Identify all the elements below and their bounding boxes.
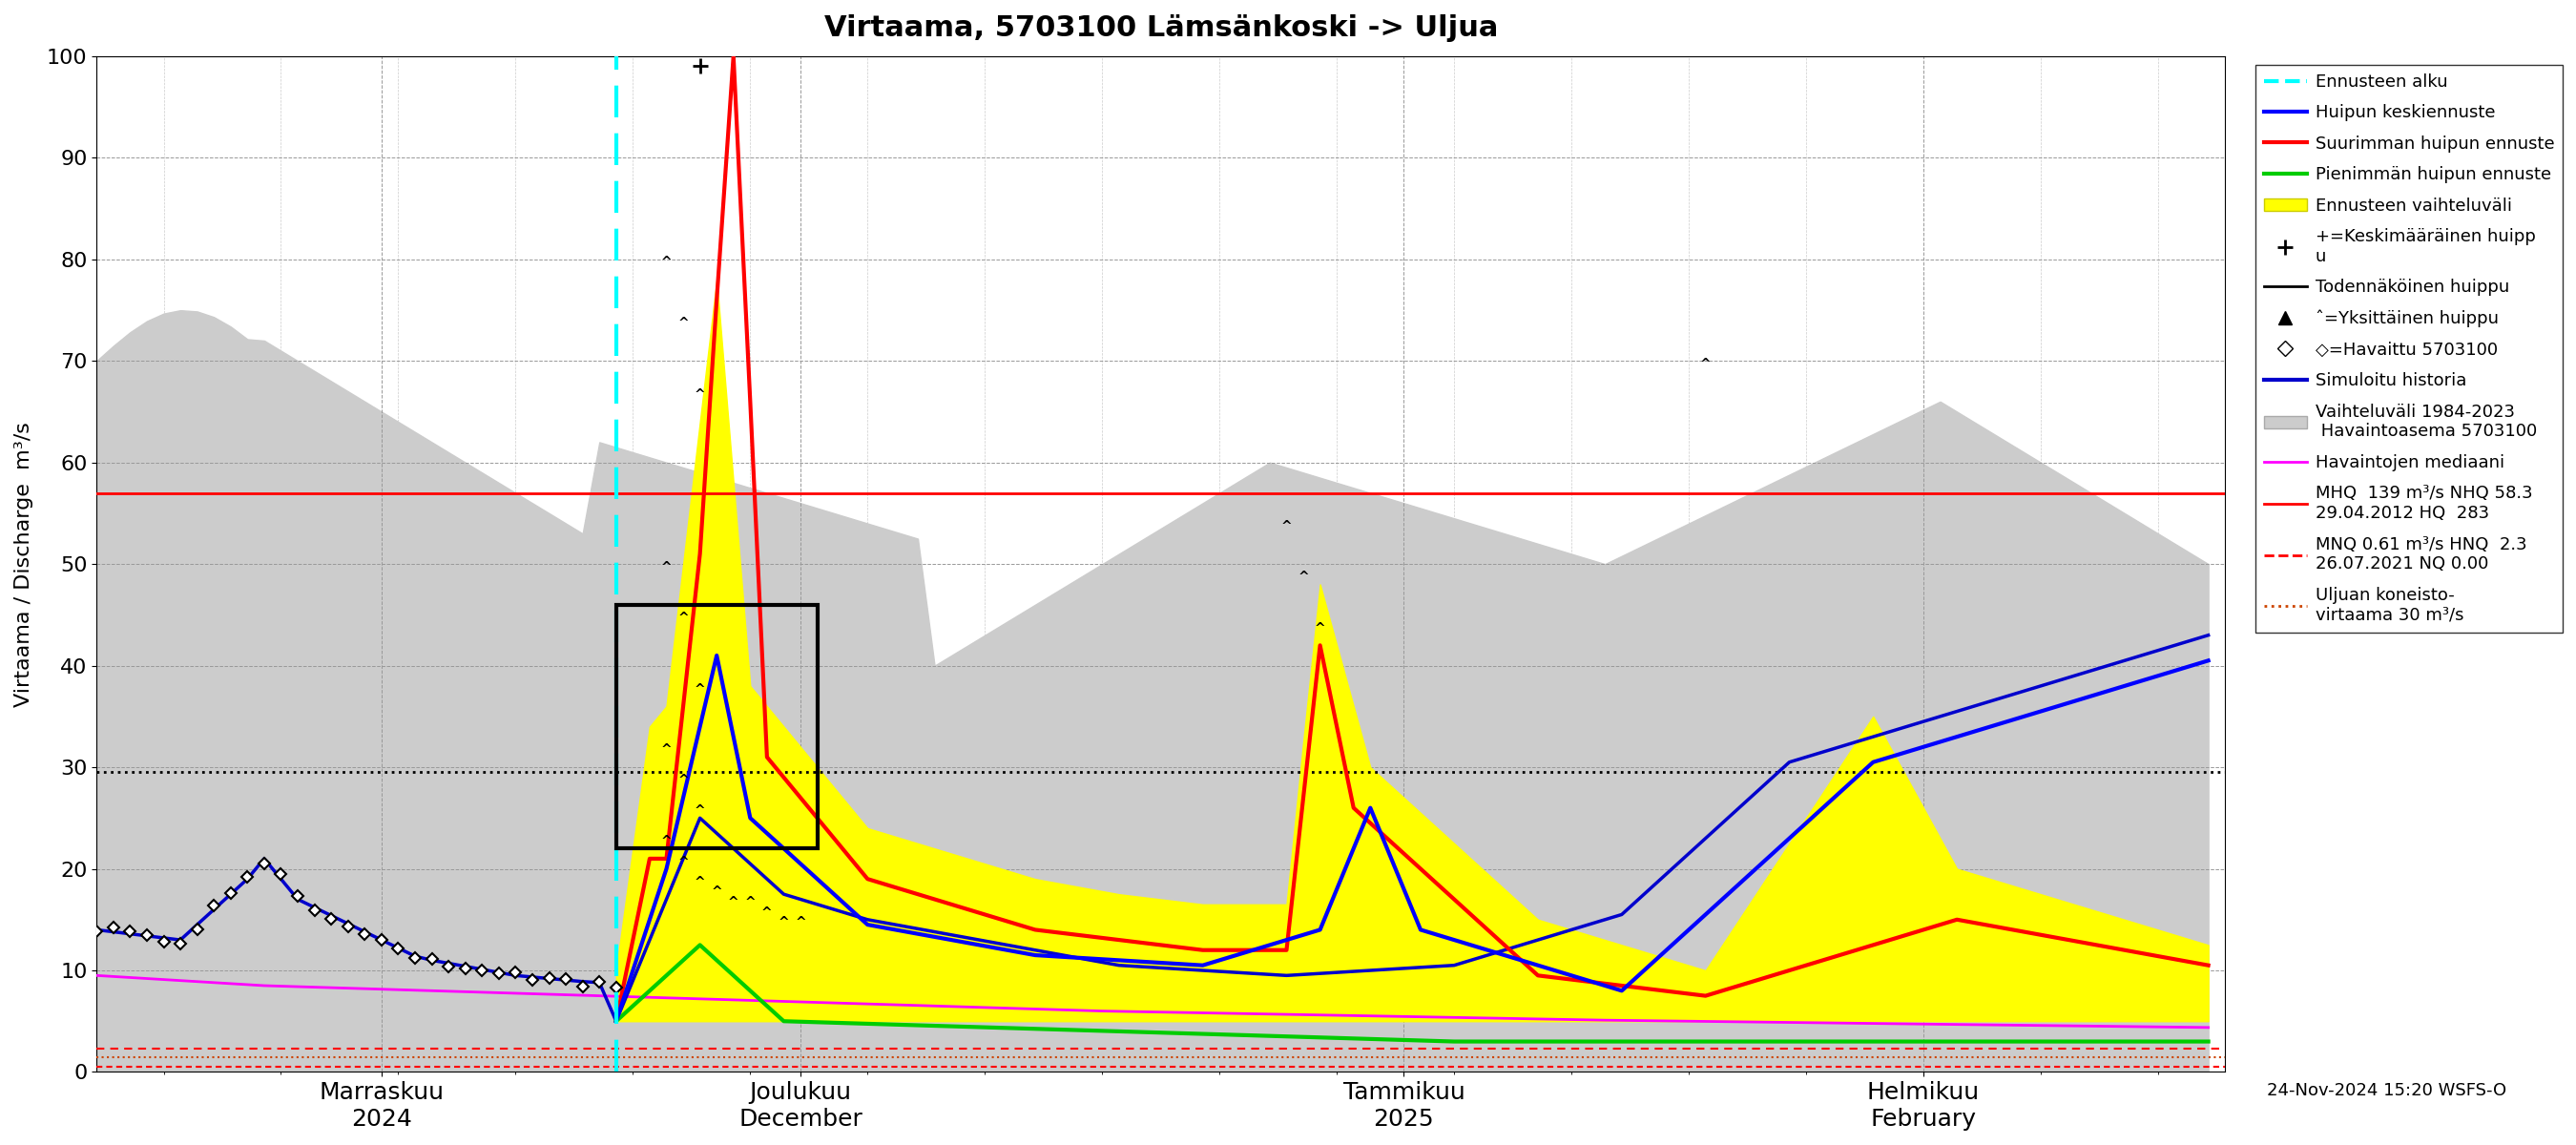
Text: ^: ^ <box>796 916 806 930</box>
Text: ^: ^ <box>1280 520 1293 534</box>
Text: ^: ^ <box>762 906 773 919</box>
Text: ^: ^ <box>677 774 688 788</box>
Text: ^: ^ <box>662 744 672 757</box>
Text: ^: ^ <box>696 388 706 402</box>
Text: ^: ^ <box>1700 357 1710 371</box>
Text: 24-Nov-2024 15:20 WSFS-O: 24-Nov-2024 15:20 WSFS-O <box>2267 1082 2506 1099</box>
Title: Virtaama, 5703100 Lämsänkoski -> Uljua: Virtaama, 5703100 Lämsänkoski -> Uljua <box>824 14 1497 42</box>
Text: ^: ^ <box>677 317 688 331</box>
Text: ^: ^ <box>662 835 672 848</box>
Text: ^: ^ <box>729 897 739 909</box>
Text: ^: ^ <box>677 855 688 869</box>
Text: ^: ^ <box>662 256 672 269</box>
Text: ^: ^ <box>778 916 788 930</box>
Text: ^: ^ <box>711 886 721 899</box>
Legend: Ennusteen alku, Huipun keskiennuste, Suurimman huipun ennuste, Pienimmän huipun : Ennusteen alku, Huipun keskiennuste, Suu… <box>2254 65 2563 632</box>
Text: ^: ^ <box>696 876 706 890</box>
Y-axis label: Virtaama / Discharge  m³/s: Virtaama / Discharge m³/s <box>15 421 33 706</box>
Text: ^: ^ <box>662 561 672 575</box>
Text: ^: ^ <box>696 805 706 818</box>
Bar <box>616 605 817 848</box>
Text: ^: ^ <box>744 897 755 909</box>
Text: ^: ^ <box>677 611 688 625</box>
Text: ^: ^ <box>696 682 706 696</box>
Text: ^: ^ <box>1314 622 1327 635</box>
Text: ^: ^ <box>1298 571 1309 584</box>
